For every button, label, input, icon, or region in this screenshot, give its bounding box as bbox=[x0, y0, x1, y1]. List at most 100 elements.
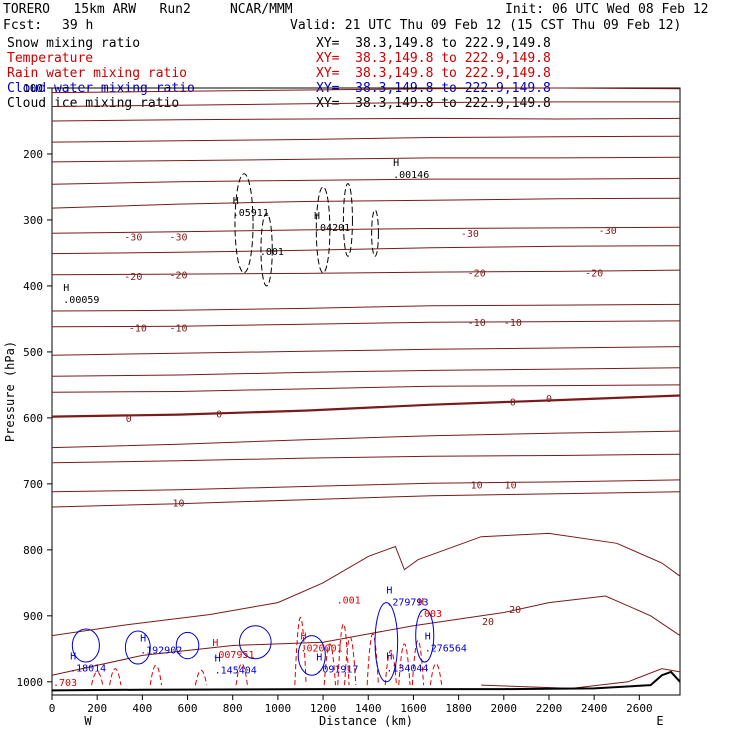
cloud-water-max-value: .192902 bbox=[140, 645, 182, 656]
field-xy: XY= 38.3,149.8 to 222.9,149.8 bbox=[316, 66, 551, 81]
y-tick-label: 900 bbox=[23, 610, 43, 623]
field-xy: XY= 38.3,149.8 to 222.9,149.8 bbox=[316, 51, 551, 66]
isotherm-line bbox=[51, 117, 681, 122]
y-tick-label: 300 bbox=[23, 214, 43, 227]
field-name: Rain water mixing ratio bbox=[7, 66, 188, 81]
cloud-water-contour bbox=[297, 635, 326, 676]
rain-contour bbox=[398, 643, 411, 686]
corner-label: .703 bbox=[53, 678, 77, 689]
cloud-water-contour bbox=[415, 608, 435, 663]
rain-contour bbox=[91, 671, 104, 686]
x-tick-label: 600 bbox=[178, 702, 198, 715]
isotherm-label: 0 bbox=[546, 394, 552, 405]
isotherm-line bbox=[51, 595, 681, 676]
field-name: Temperature bbox=[7, 51, 94, 66]
snow-contour bbox=[260, 212, 273, 287]
snow-max-value: .00059 bbox=[63, 295, 99, 306]
x-tick-label: 400 bbox=[132, 702, 152, 715]
field-name: Snow mixing ratio bbox=[7, 36, 141, 51]
rain-max-value: .020001 bbox=[300, 644, 342, 655]
plot-frame bbox=[51, 87, 681, 696]
snow-max-h: H bbox=[63, 283, 69, 294]
cloud-water-max-h: H bbox=[386, 585, 392, 596]
y-tick-label: 500 bbox=[23, 346, 43, 359]
header-fcst-value: 39 h bbox=[62, 18, 94, 33]
cloud-water-contour bbox=[71, 628, 100, 663]
rain-contour bbox=[429, 663, 443, 686]
x-tick-label: 1800 bbox=[445, 702, 472, 715]
snow-contour bbox=[234, 173, 254, 274]
field-xy: XY= 38.3,149.8 to 222.9,149.8 bbox=[316, 96, 551, 111]
rain-contour bbox=[149, 664, 163, 686]
cloud-water-contour bbox=[238, 625, 272, 660]
isotherm-label: -20 bbox=[585, 269, 603, 280]
header-init: Init: 06 UTC Wed 08 Feb 12 bbox=[505, 2, 709, 17]
x-tick-label: 1200 bbox=[310, 702, 337, 715]
isotherm-line bbox=[51, 269, 681, 276]
isotherm-label: 20 bbox=[482, 617, 494, 628]
x-tick-label: 2400 bbox=[581, 702, 608, 715]
field-xy: XY= 38.3,149.8 to 222.9,149.8 bbox=[316, 36, 551, 51]
cloud-water-max-h: H bbox=[215, 653, 221, 664]
isotherm-line bbox=[51, 394, 681, 418]
rain-max-h: H bbox=[300, 632, 306, 643]
isotherm-label: -20 bbox=[124, 272, 142, 283]
isotherm-label: 10 bbox=[471, 481, 483, 492]
rain-max-value: .003 bbox=[418, 609, 442, 620]
snow-max-value: .04201 bbox=[314, 223, 350, 234]
cloud-water-max-h: H bbox=[386, 651, 392, 662]
isotherm-line bbox=[51, 197, 681, 209]
cloud-water-max-value: .134044 bbox=[386, 663, 428, 674]
x-tick-label: 2000 bbox=[491, 702, 518, 715]
x-axis-left-end: W bbox=[84, 714, 92, 728]
isotherm-label: -10 bbox=[169, 324, 187, 335]
rain-contour bbox=[337, 623, 350, 686]
header-model: TORERO 15km ARW Run2 NCAR/MMM bbox=[3, 2, 293, 17]
snow-contour bbox=[342, 183, 353, 257]
isotherm-label: -30 bbox=[599, 226, 617, 237]
cloud-water-max-value: .091917 bbox=[316, 665, 358, 676]
isotherm-label: 10 bbox=[505, 481, 517, 492]
cloud-water-contour bbox=[374, 602, 399, 683]
isotherm-label: 10 bbox=[172, 498, 184, 509]
rain-contour bbox=[109, 668, 122, 686]
x-axis-label: Distance (km) bbox=[319, 714, 413, 728]
isotherm-label: -10 bbox=[468, 318, 486, 329]
y-tick-label: 1000 bbox=[17, 676, 44, 689]
rain-max-value: .001 bbox=[337, 595, 361, 606]
cloud-water-max-value: .145404 bbox=[215, 665, 257, 676]
rain-contour bbox=[411, 640, 425, 686]
isotherm-line bbox=[51, 430, 681, 449]
snow-max-value: .001 bbox=[260, 247, 284, 258]
isotherm-line bbox=[51, 101, 680, 107]
x-tick-label: 1600 bbox=[400, 702, 427, 715]
isotherm-line bbox=[51, 177, 681, 185]
isotherm-label: 0 bbox=[510, 397, 516, 408]
rain-max-h: H bbox=[212, 638, 218, 649]
snow-max-value: .05911 bbox=[233, 208, 269, 219]
isotherm-line bbox=[481, 668, 681, 689]
isotherm-line bbox=[51, 479, 681, 493]
cloud-water-max-h: H bbox=[425, 632, 431, 643]
x-tick-label: 1000 bbox=[265, 702, 292, 715]
y-tick-label: 400 bbox=[23, 280, 43, 293]
isotherm-line bbox=[51, 346, 681, 356]
isotherm-line bbox=[51, 453, 681, 464]
isotherm-label: -10 bbox=[129, 324, 147, 335]
x-axis-right-end: E bbox=[656, 714, 663, 728]
x-tick-label: 800 bbox=[223, 702, 243, 715]
field-name: Cloud ice mixing ratio bbox=[7, 96, 180, 111]
y-tick-label: 600 bbox=[23, 412, 43, 425]
isotherm-label: 0 bbox=[216, 409, 222, 420]
y-tick-label: 200 bbox=[23, 148, 43, 161]
x-tick-label: 200 bbox=[87, 702, 107, 715]
cloud-water-max-value: .279793 bbox=[386, 597, 428, 608]
terrain-line bbox=[51, 670, 681, 692]
snow-max-h: H bbox=[393, 158, 399, 169]
isotherm-label: 20 bbox=[509, 605, 521, 616]
rain-contour bbox=[344, 636, 357, 686]
cloud-water-max-value: .276564 bbox=[425, 644, 467, 655]
x-tick-label: 2200 bbox=[536, 702, 563, 715]
cloud-water-max-h: H bbox=[140, 633, 146, 644]
